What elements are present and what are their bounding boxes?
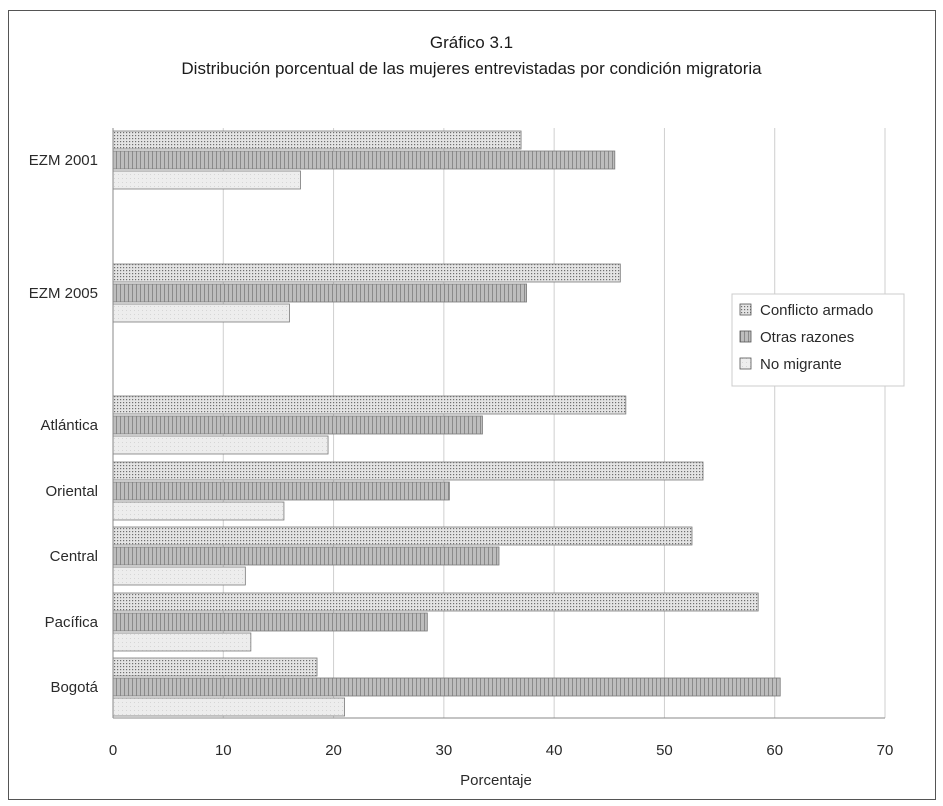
category-label: Central <box>50 548 98 565</box>
category-label: EZM 2001 <box>29 152 98 169</box>
bar-no-migrante <box>112 632 252 652</box>
bar-otras-razones <box>112 481 450 501</box>
bar-no-migrante <box>112 566 246 586</box>
bar-conflicto-armado <box>112 130 522 150</box>
bar-no-migrante <box>112 303 290 323</box>
legend-label: Otras razones <box>760 329 854 346</box>
x-tick-label: 40 <box>546 742 563 759</box>
bar-otras-razones <box>112 612 428 632</box>
bar-otras-razones <box>112 283 527 303</box>
bar-conflicto-armado <box>112 657 318 677</box>
chart-title: Gráfico 3.1 <box>429 33 514 52</box>
bar-conflicto-armado <box>112 461 704 481</box>
legend-swatch <box>739 357 752 370</box>
bar-conflicto-armado <box>112 526 693 546</box>
bar-otras-razones <box>112 546 500 566</box>
x-tick-label: 20 <box>325 742 342 759</box>
category-label: Atlántica <box>40 417 98 434</box>
category-label: Bogotá <box>50 679 98 696</box>
bar-otras-razones <box>112 677 781 697</box>
bar-otras-razones <box>112 150 616 170</box>
x-tick-label: 50 <box>656 742 673 759</box>
x-tick-label: 60 <box>766 742 783 759</box>
x-tick-label: 70 <box>877 742 894 759</box>
bar-no-migrante <box>112 501 285 521</box>
bar-no-migrante <box>112 435 329 455</box>
legend-swatch <box>739 330 752 343</box>
bar-no-migrante <box>112 697 346 717</box>
legend-label: No migrante <box>760 356 842 373</box>
legend-swatch <box>739 303 752 316</box>
bar-otras-razones <box>112 415 483 435</box>
x-tick-label: 0 <box>109 742 117 759</box>
category-label: EZM 2005 <box>29 285 98 302</box>
bar-conflicto-armado <box>112 592 759 612</box>
bar-conflicto-armado <box>112 395 627 415</box>
axes: 0 10 20 30 40 50 60 70 Porcentaje EZM 2001 EZM 200… <box>29 128 894 789</box>
x-tick-label: 30 <box>436 742 453 759</box>
legend-label: Conflicto armado <box>760 302 873 319</box>
bars <box>112 130 781 717</box>
x-tick-label: 10 <box>215 742 232 759</box>
legend-box <box>731 293 905 387</box>
chart-subtitle: Distribución porcentual de las mujeres e… <box>181 59 762 78</box>
x-axis-label: Porcentaje <box>460 772 532 789</box>
legend: Conflicto armado Otras razones No migrante <box>731 293 905 387</box>
category-label: Oriental <box>45 483 98 500</box>
bar-conflicto-armado <box>112 263 621 283</box>
bar-no-migrante <box>112 170 301 190</box>
category-label: Pacífica <box>45 614 99 631</box>
